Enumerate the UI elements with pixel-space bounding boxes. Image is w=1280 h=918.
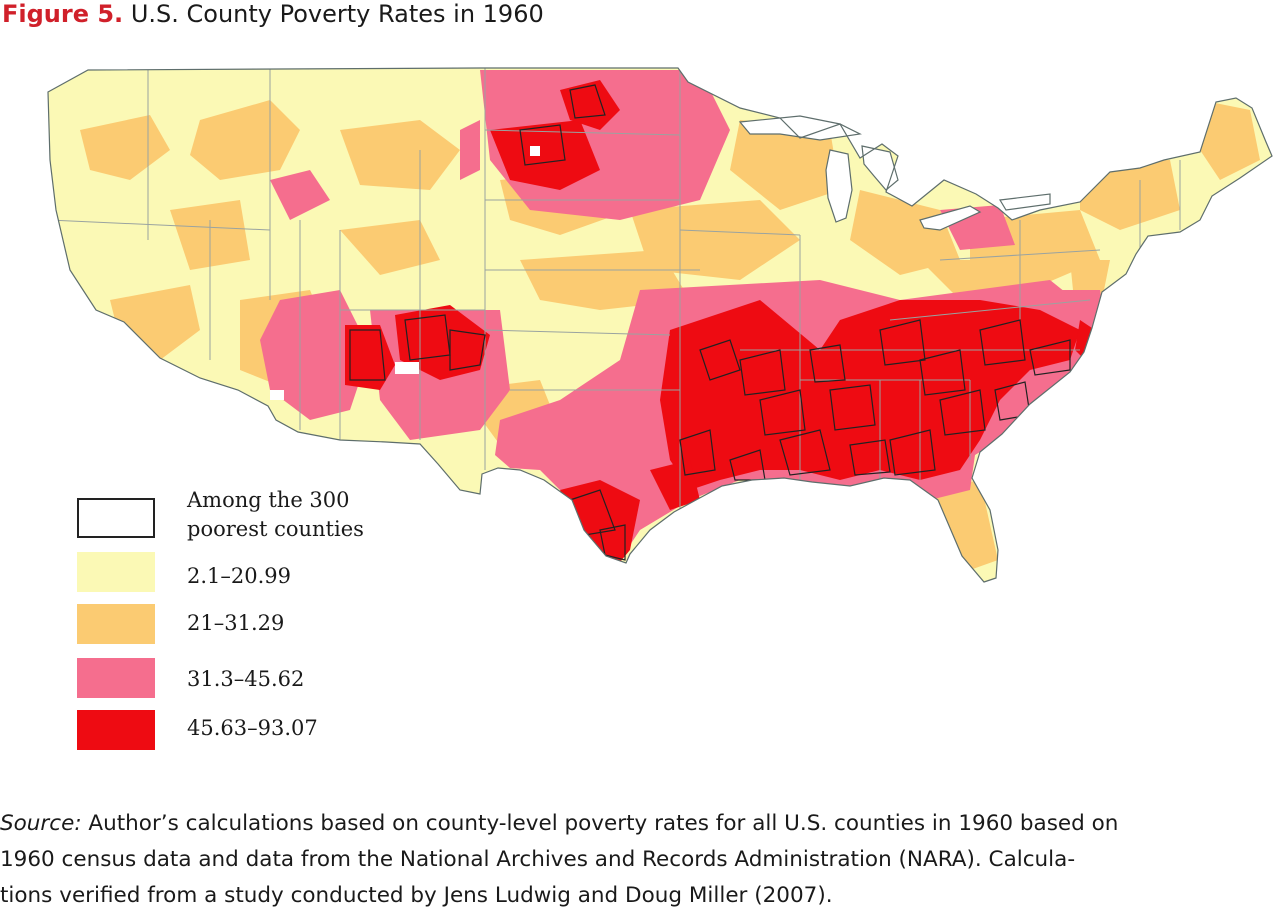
legend-label-31-45: 31.3–45.62 (187, 667, 305, 691)
legend-label-2-20: 2.1–20.99 (187, 564, 292, 588)
source-note: Source: Author’s calculations based on c… (0, 806, 1280, 914)
legend-swatch-31-45 (77, 658, 155, 698)
legend-label-poorest-line1: Among the 300 (187, 488, 350, 512)
figure-title: Figure 5. U.S. County Poverty Rates in 1… (2, 0, 544, 28)
legend-swatch-21-31 (77, 604, 155, 644)
lake-ontario (999, 193, 1051, 211)
source-line-3: tions verified from a study conducted by… (0, 883, 833, 908)
legend-swatch-2-20 (77, 552, 155, 592)
source-line-1: Source: Author’s calculations based on c… (0, 806, 1280, 842)
white-gap-3 (530, 146, 540, 156)
lake-huron (861, 145, 899, 191)
legend-swatch-poorest-outline (77, 498, 155, 538)
poverty-band-45-93 (345, 80, 1095, 562)
us-county-poverty-map (40, 60, 1280, 600)
map-legend: Among the 300 poorest counties 2.1–20.99… (77, 486, 437, 756)
white-gaps (270, 146, 540, 400)
lake-superior (738, 115, 862, 141)
legend-swatch-45-93 (77, 710, 155, 750)
figure-title-text: U.S. County Poverty Rates in 1960 (130, 0, 544, 28)
legend-label-21-31: 21–31.29 (187, 611, 285, 635)
source-prefix: Source: (0, 811, 82, 836)
great-lakes (738, 115, 1051, 231)
source-line-1-text: Author’s calculations based on county-le… (81, 811, 1119, 836)
white-gap-1 (395, 362, 419, 374)
figure-label: Figure 5. (2, 0, 124, 28)
source-line-2: 1960 census data and data from the Natio… (0, 847, 1076, 872)
legend-label-poorest-line2: poorest counties (187, 517, 364, 541)
legend-label-45-93: 45.63–93.07 (187, 716, 318, 740)
state-borders (48, 68, 1181, 540)
lake-michigan (825, 149, 853, 223)
white-gap-2 (270, 390, 284, 400)
lake-erie (919, 205, 982, 231)
